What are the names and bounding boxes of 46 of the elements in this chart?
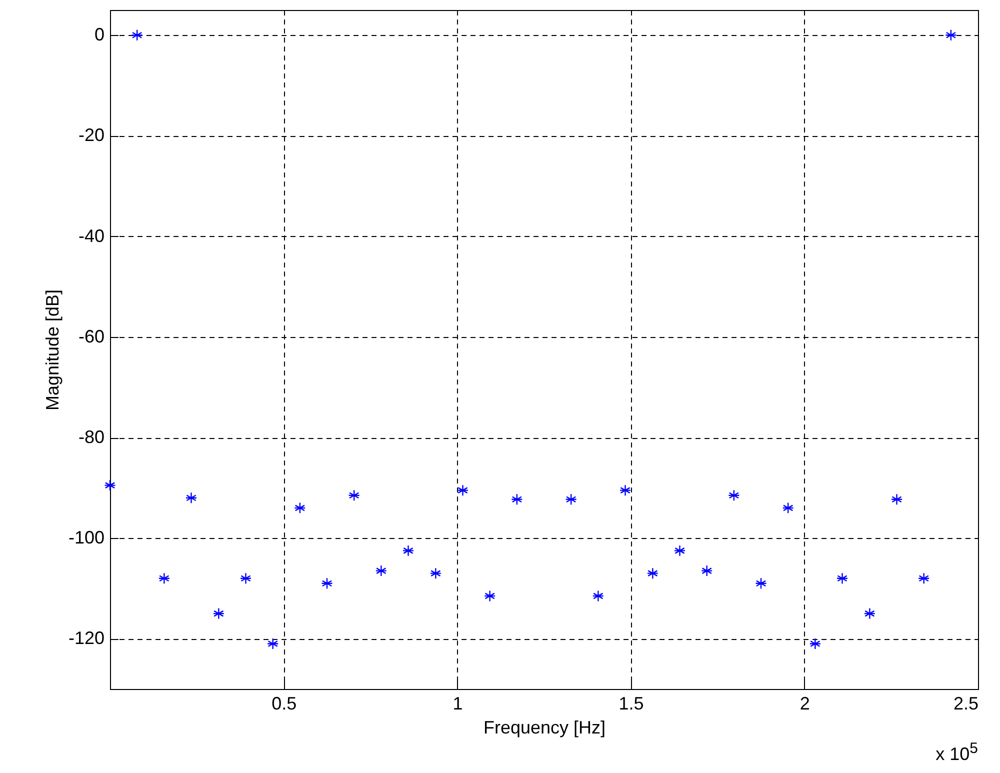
point: [430, 567, 442, 580]
y-tick-label: -100: [68, 528, 104, 548]
point: [836, 572, 848, 584]
point: [809, 638, 822, 650]
point: [104, 479, 116, 492]
y-tick-label: -20: [78, 125, 104, 146]
point: [212, 608, 225, 620]
point: [592, 590, 604, 602]
point: [348, 490, 360, 502]
y-tick-label: -60: [78, 326, 104, 346]
x-axis-title: Frequency [Hz]: [483, 718, 606, 738]
point: [619, 484, 632, 496]
y-axis-title: Magnitude [dB]: [42, 289, 62, 411]
x-tick-label: 1: [452, 694, 463, 714]
point: [240, 572, 252, 584]
text: x 10$^{5}$: [936, 740, 978, 765]
y-tick-label: -80: [78, 427, 104, 448]
y-tick-label: 0: [94, 24, 104, 45]
point: [864, 608, 876, 620]
point: [565, 494, 577, 506]
y-tick-label: -120: [68, 628, 104, 648]
x-tick-label: 0.5: [272, 694, 297, 714]
point: [674, 544, 686, 557]
point: [755, 578, 767, 590]
point: [728, 490, 740, 502]
point: [131, 29, 143, 41]
point: [511, 494, 523, 506]
x-tick-label: 1.5: [618, 694, 644, 714]
point: [646, 567, 659, 580]
point: [158, 572, 170, 584]
point: [402, 544, 414, 557]
point: [185, 492, 198, 504]
point: [918, 572, 930, 584]
x-tick-label: 2: [800, 694, 810, 714]
point: [890, 494, 903, 506]
point: [294, 502, 306, 514]
point: [321, 578, 333, 590]
point: [456, 484, 469, 496]
x-tick-label: 2.5: [953, 694, 978, 714]
point: [375, 564, 388, 577]
point: [782, 502, 794, 514]
y-tick-label: -40: [78, 226, 104, 246]
point: [484, 590, 496, 602]
point: [700, 564, 713, 577]
point: [266, 638, 279, 650]
point: [945, 29, 957, 41]
